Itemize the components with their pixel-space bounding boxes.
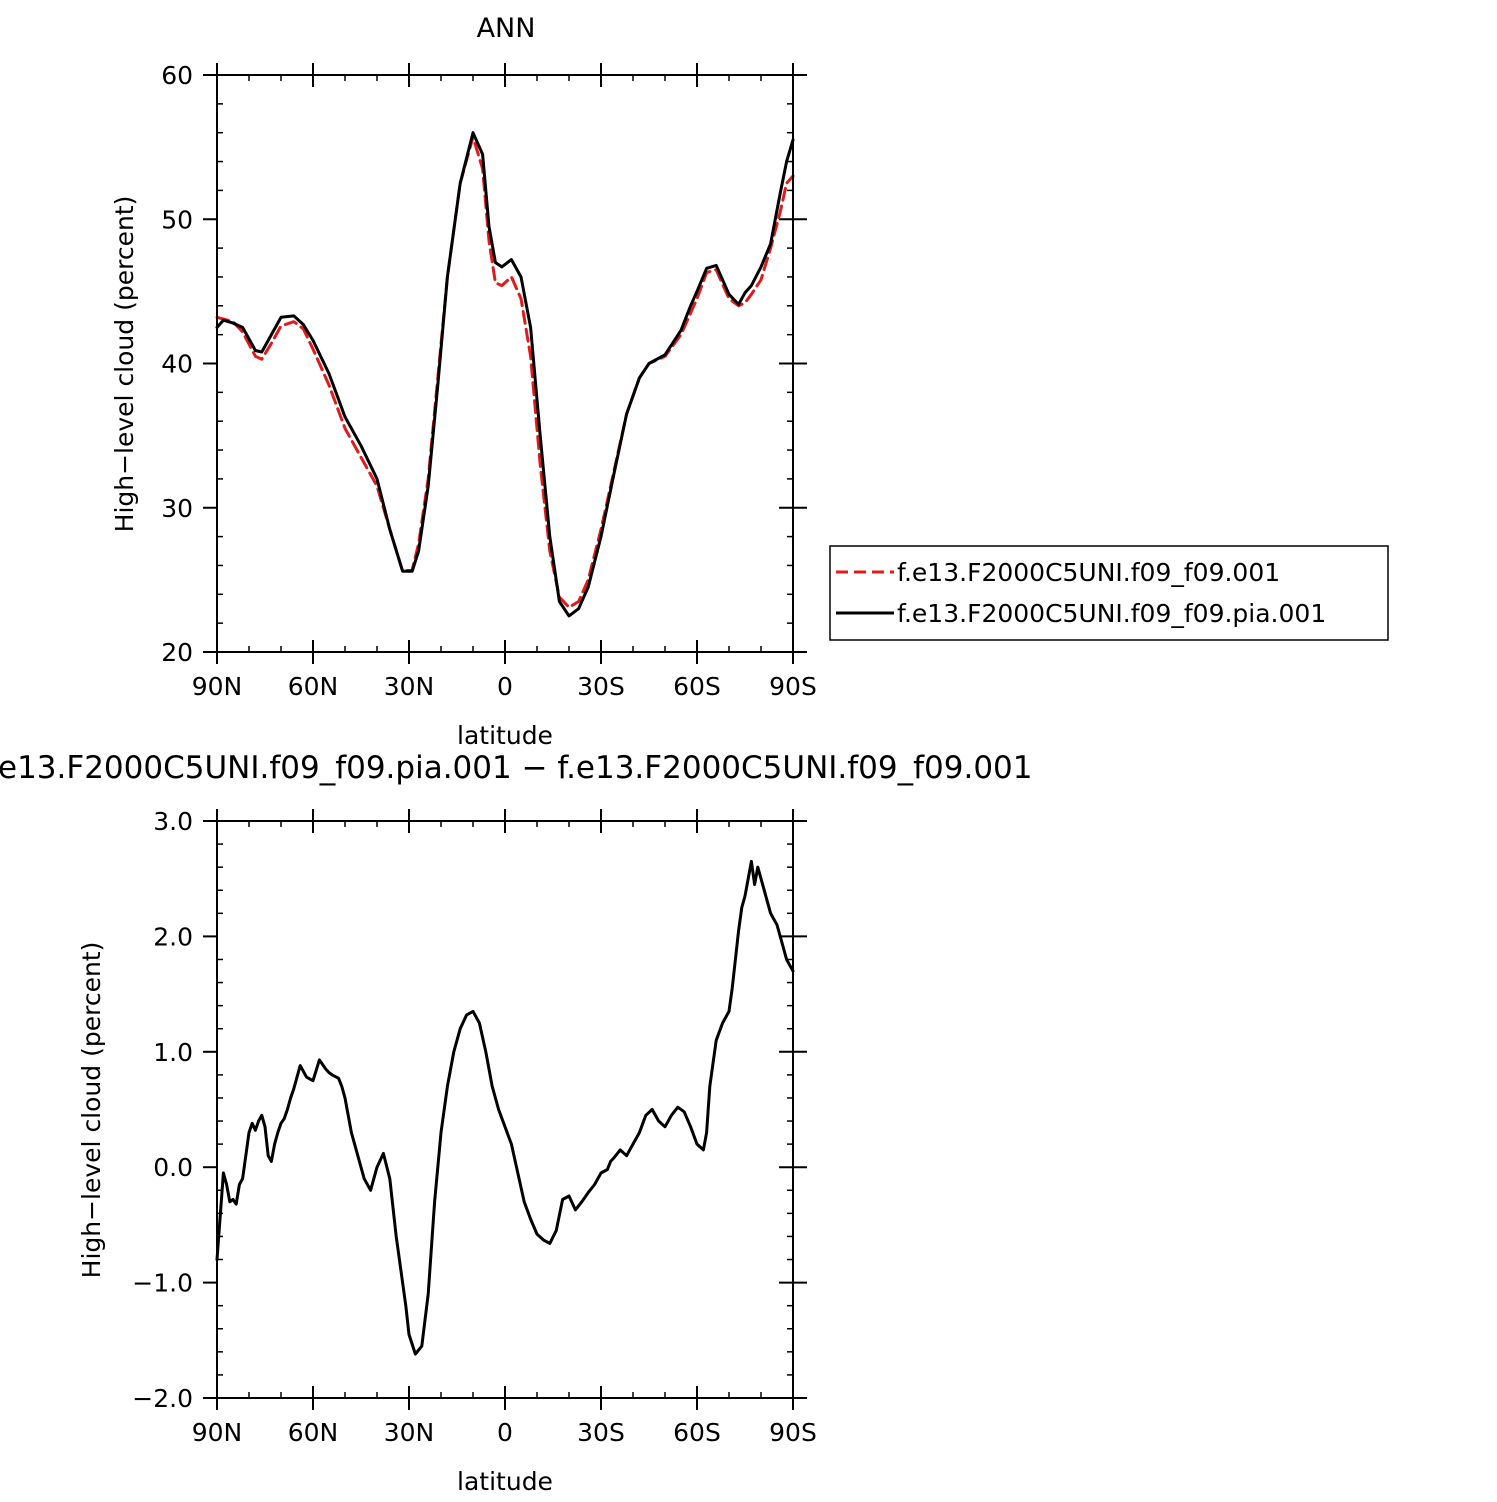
bottom-x-axis-label: latitude	[457, 1467, 553, 1496]
bottom-y-axis-label: High−level cloud (percent)	[77, 942, 106, 1279]
y-tick-label: −2.0	[132, 1384, 193, 1413]
x-tick-label: 30S	[577, 1418, 625, 1447]
x-tick-label: 90S	[769, 672, 817, 701]
bottom-plot-frame	[216, 820, 794, 1399]
x-tick-label: 60S	[673, 1418, 721, 1447]
legend-box	[829, 545, 1389, 641]
y-tick-label: 20	[161, 638, 193, 667]
y-tick-label: 50	[161, 205, 193, 234]
x-tick-label: 30N	[384, 672, 435, 701]
top-series-line-0	[215, 135, 795, 609]
legend: f.e13.F2000C5UNI.f09_f09.001 f.e13.F2000…	[829, 545, 1389, 641]
legend-label-control: f.e13.F2000C5UNI.f09_f09.001	[897, 558, 1280, 587]
top-panel: ANN 90N 60N 30N 0 30S 60S 90S 20 30 40 50 60 latit…	[110, 13, 1389, 750]
x-tick-label: 30S	[577, 672, 625, 701]
top-chart-title: ANN	[477, 13, 536, 44]
x-tick-label: 60S	[673, 672, 721, 701]
x-tick-label: 60N	[288, 672, 339, 701]
y-tick-label: 40	[161, 350, 193, 379]
y-tick-label: 1.0	[153, 1038, 193, 1067]
y-tick-label: −1.0	[132, 1269, 193, 1298]
top-x-tick-labels: 90N 60N 30N 0 30S 60S 90S	[192, 672, 817, 701]
x-tick-label: 90N	[192, 1418, 243, 1447]
bottom-y-tick-labels: −2.0 −1.0 0.0 1.0 2.0 3.0	[132, 807, 193, 1413]
x-tick-label: 0	[497, 672, 513, 701]
top-x-axis-label: latitude	[457, 721, 553, 750]
bottom-series-layer	[215, 859, 795, 1356]
y-tick-label: 0.0	[153, 1153, 193, 1182]
bottom-chart-title: f.e13.F2000C5UNI.f09_f09.pia.001 − f.e13…	[0, 750, 1033, 786]
top-series-layer	[215, 131, 795, 618]
top-y-tick-labels: 20 30 40 50 60	[161, 61, 193, 667]
bottom-x-tick-labels: 90N 60N 30N 0 30S 60S 90S	[192, 1418, 817, 1447]
top-series-line-1	[215, 131, 795, 618]
bot-series-line-0	[215, 859, 795, 1356]
y-tick-label: 2.0	[153, 922, 193, 951]
x-tick-label: 90N	[192, 672, 243, 701]
top-plot-frame	[216, 74, 794, 653]
y-tick-label: 3.0	[153, 807, 193, 836]
y-tick-label: 30	[161, 494, 193, 523]
x-tick-label: 30N	[384, 1418, 435, 1447]
x-tick-label: 0	[497, 1418, 513, 1447]
x-tick-label: 60N	[288, 1418, 339, 1447]
bottom-panel: f.e13.F2000C5UNI.f09_f09.pia.001 − f.e13…	[0, 750, 1033, 1496]
x-tick-label: 90S	[769, 1418, 817, 1447]
top-y-axis-label: High−level cloud (percent)	[110, 196, 139, 533]
legend-label-pia: f.e13.F2000C5UNI.f09_f09.pia.001	[897, 599, 1326, 628]
y-tick-label: 60	[161, 61, 193, 90]
